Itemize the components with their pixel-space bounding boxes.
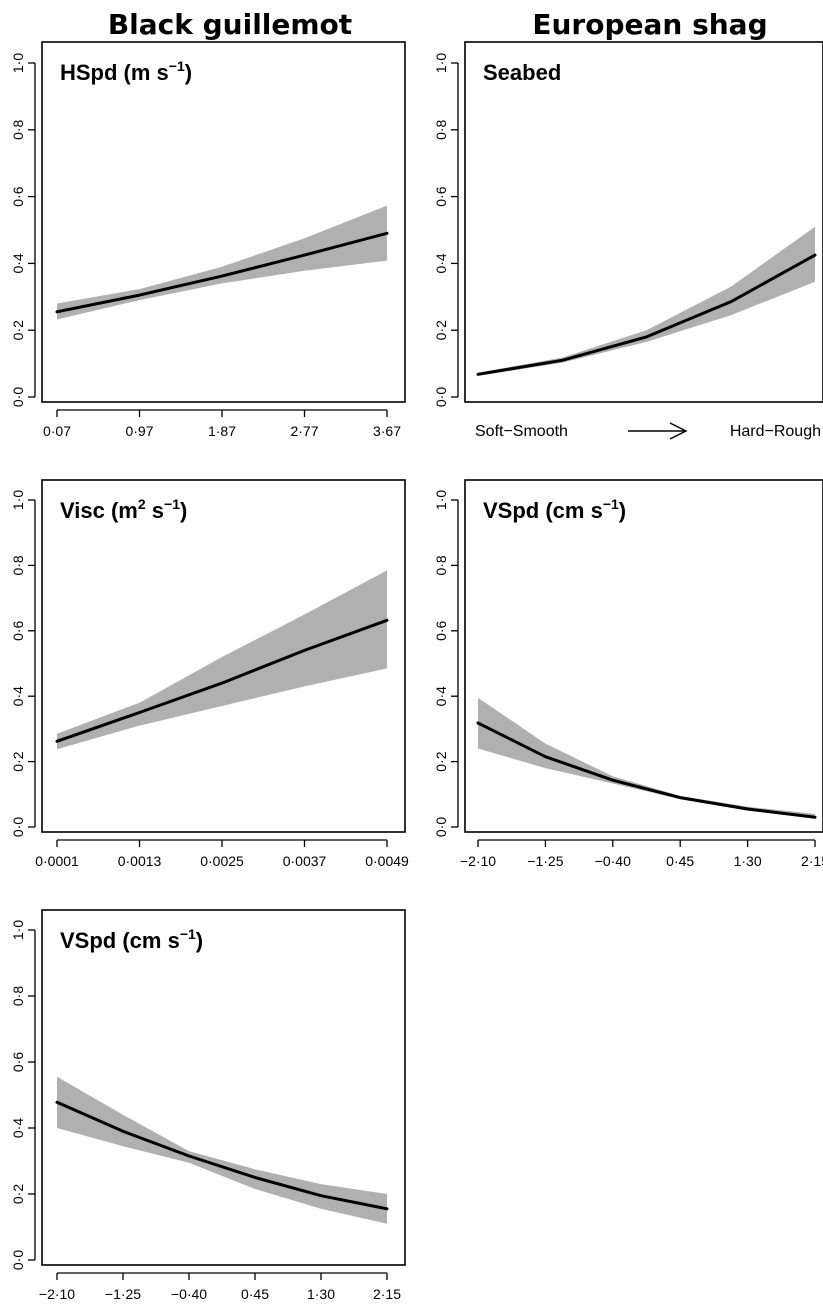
fitted-line <box>55 1100 389 1211</box>
panel-title-superscript: −1 <box>603 496 619 512</box>
confidence-band <box>57 1076 387 1224</box>
y-tick-label: 0·0 <box>10 387 26 407</box>
y-tick-label: 0·4 <box>433 253 449 273</box>
plot-frame <box>41 909 406 1266</box>
panel-title-part: s <box>146 498 164 523</box>
panel-title-part: ) <box>619 498 626 523</box>
panel-es-vspd: 0·0 0·2 0·4 0·6 0·8 1·0 −2·10 −1·25 −0·40 0·45 1·3… <box>433 479 823 869</box>
panel-title-part: Visc (m <box>60 498 138 523</box>
y-tick-label: 0·8 <box>433 555 449 575</box>
panel-title-superscript: −1 <box>164 496 180 512</box>
panel-bg-vspd: 0·0 0·2 0·4 0·6 0·8 1·0 −2·10 −1·25 −0·40 0·45 1·3… <box>10 909 406 1302</box>
x-tick-label: 3·67 <box>373 423 401 439</box>
panel-title-part: ) <box>196 928 203 953</box>
x-axis-right-label: Hard−Rough <box>730 423 821 440</box>
panel-es-seabed: 0·0 0·2 0·4 0·6 0·8 1·0 Soft−Smooth Hard−Rough S… <box>433 41 823 440</box>
y-tick-label: 0·2 <box>10 320 26 340</box>
x-tick-label: 0·0037 <box>283 853 327 869</box>
x-tick-label: 0·0001 <box>35 853 79 869</box>
x-tick-label: 0·07 <box>43 423 71 439</box>
y-tick-label: 0·4 <box>10 686 26 706</box>
x-tick-label: 0·0013 <box>118 853 162 869</box>
x-tick-label: −1·25 <box>527 853 563 869</box>
panel-title: VSpd (cm s−1) <box>60 926 203 953</box>
fitted-line <box>476 721 817 819</box>
y-tick-label: 0·2 <box>433 320 449 340</box>
y-tick-label: 0·8 <box>10 986 26 1006</box>
y-tick-label: 0·0 <box>433 387 449 407</box>
x-tick-label: −2·10 <box>460 853 496 869</box>
confidence-band <box>478 226 815 376</box>
x-tick-label: 0·45 <box>666 853 694 869</box>
column-title-european-shag: European shag <box>532 8 768 41</box>
x-tick-label: 2·77 <box>290 423 318 439</box>
y-tick-label: 0·4 <box>10 1118 26 1138</box>
y-tick-label: 0·8 <box>10 555 26 575</box>
y-tick-label: 0·8 <box>10 119 26 139</box>
y-tick-label: 0·4 <box>433 686 449 706</box>
x-tick-label: 2·15 <box>373 1286 401 1302</box>
panel-title-part: VSpd (cm s <box>60 928 180 953</box>
x-tick-label: −0·40 <box>595 853 631 869</box>
y-tick-label: 0·8 <box>433 119 449 139</box>
y-tick-label: 0·6 <box>433 186 449 206</box>
panel-title-part: HSpd (m s <box>60 60 169 85</box>
confidence-band <box>57 205 387 320</box>
x-tick-label: 0·0025 <box>200 853 244 869</box>
arrow-head-icon <box>669 422 688 440</box>
x-tick-label: −0·40 <box>171 1286 207 1302</box>
x-tick-label: 1·87 <box>208 423 236 439</box>
fitted-line <box>55 231 389 314</box>
panel-title-superscript: 2 <box>138 496 146 512</box>
y-tick-label: 1·0 <box>10 53 26 73</box>
panel-bg-hspd: 0·0 0·2 0·4 0·6 0·8 1·0 0·07 0·97 1·87 2·77 3·67 HS… <box>10 41 406 439</box>
fitted-line <box>55 618 389 743</box>
y-tick-label: 1·0 <box>10 490 26 510</box>
confidence-band <box>478 697 815 819</box>
y-tick-label: 0·6 <box>10 620 26 640</box>
panel-title-part: VSpd (cm s <box>483 498 603 523</box>
plot-frame <box>41 41 406 403</box>
x-tick-label: 2·15 <box>801 853 823 869</box>
plot-frame <box>41 479 406 833</box>
x-tick-label: −1·25 <box>105 1286 141 1302</box>
panel-title: Seabed <box>483 60 561 85</box>
plot-frame <box>464 41 823 403</box>
confidence-band <box>57 570 387 750</box>
panel-title: HSpd (m s−1) <box>60 58 192 85</box>
y-tick-label: 0·6 <box>10 186 26 206</box>
fitted-line <box>476 253 817 376</box>
plot-frame <box>464 479 823 833</box>
y-tick-label: 0·2 <box>433 751 449 771</box>
x-tick-label: 0·45 <box>241 1286 269 1302</box>
x-tick-label: 0·0049 <box>365 853 409 869</box>
panel-bg-visc: 0·0 0·2 0·4 0·6 0·8 1·0 0·0001 0·0013 0·0025 0·00… <box>10 479 409 869</box>
y-tick-label: 0·0 <box>10 1250 26 1270</box>
y-tick-label: 0·6 <box>10 1052 26 1072</box>
panel-title: Visc (m2 s−1) <box>60 496 187 523</box>
x-tick-label: 1·30 <box>734 853 762 869</box>
y-tick-label: 0·0 <box>10 817 26 837</box>
x-tick-label: 0·97 <box>125 423 153 439</box>
panel-title-superscript: −1 <box>180 926 196 942</box>
y-tick-label: 1·0 <box>10 920 26 940</box>
y-tick-label: 0·4 <box>10 253 26 273</box>
panel-title-part: ) <box>185 60 192 85</box>
panel-title: VSpd (cm s−1) <box>483 496 626 523</box>
y-tick-label: 0·0 <box>433 817 449 837</box>
y-tick-label: 1·0 <box>433 490 449 510</box>
y-tick-label: 0·2 <box>10 1184 26 1204</box>
y-tick-label: 0·6 <box>433 620 449 640</box>
x-axis-left-label: Soft−Smooth <box>475 423 568 440</box>
panel-title-part: Seabed <box>483 60 561 85</box>
column-title-black-guillemot: Black guillemot <box>107 8 353 41</box>
x-tick-label: 1·30 <box>307 1286 335 1302</box>
y-tick-label: 0·2 <box>10 751 26 771</box>
panel-title-superscript: −1 <box>169 58 185 74</box>
y-tick-label: 1·0 <box>433 53 449 73</box>
panel-title-part: ) <box>180 498 187 523</box>
x-tick-label: −2·10 <box>39 1286 75 1302</box>
